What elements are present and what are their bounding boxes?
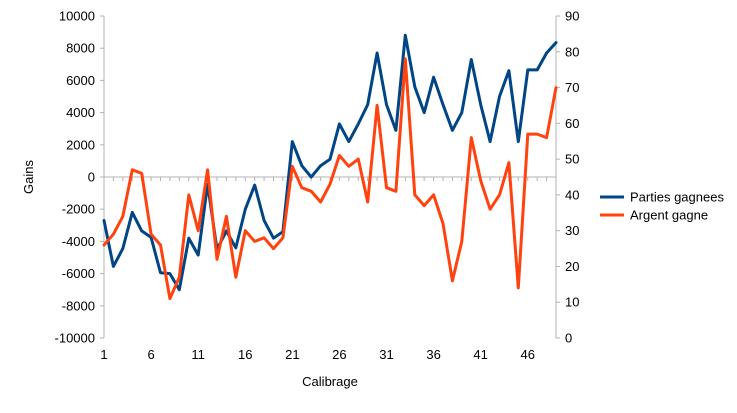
- y-left-tick-label: 2000: [66, 137, 95, 152]
- x-tick-label: 1: [100, 347, 107, 362]
- y-left-tick-label: 10000: [59, 9, 95, 24]
- x-tick-label: 6: [147, 347, 154, 362]
- legend-label: Parties gagnees: [630, 190, 724, 205]
- x-tick-label: 16: [238, 347, 252, 362]
- y-left-tick-label: 4000: [66, 105, 95, 120]
- y-right-tick-label: 60: [565, 116, 579, 131]
- x-tick-label: 36: [426, 347, 440, 362]
- y-right-tick-label: 30: [565, 223, 579, 238]
- y-left-tick-label: -10000: [55, 331, 95, 346]
- y-left-tick-label: 0: [88, 170, 95, 185]
- y-left-tick-label: 8000: [66, 41, 95, 56]
- x-tick-label: 26: [332, 347, 346, 362]
- y-right-tick-label: 90: [565, 9, 579, 24]
- y-right-tick-label: 10: [565, 295, 579, 310]
- y-right-tick-label: 20: [565, 259, 579, 274]
- series-layer: [104, 35, 556, 298]
- y-left-tick-label: 6000: [66, 73, 95, 88]
- y-left-tick-label: -6000: [62, 266, 95, 281]
- x-tick-label: 41: [473, 347, 487, 362]
- x-tick-label: 31: [379, 347, 393, 362]
- y-right-tick-label: 80: [565, 44, 579, 59]
- series-line-parties-gagnees: [104, 35, 556, 289]
- y-right-tick-label: 70: [565, 80, 579, 95]
- y-axis-title: Gains: [21, 160, 36, 194]
- y-right-tick-label: 0: [565, 331, 572, 346]
- y-left-tick-label: -2000: [62, 202, 95, 217]
- y-right-tick-label: 50: [565, 152, 579, 167]
- x-tick-label: 21: [285, 347, 299, 362]
- y-left-tick-label: -4000: [62, 234, 95, 249]
- legend-label: Argent gagne: [630, 208, 708, 223]
- x-tick-label: 11: [191, 347, 205, 362]
- y-right-tick-label: 40: [565, 187, 579, 202]
- legend: Parties gagnees Argent gagne: [600, 190, 724, 223]
- x-tick-label: 46: [521, 347, 535, 362]
- x-axis-title: Calibrage: [302, 374, 358, 389]
- y-left-tick-label: -8000: [62, 298, 95, 313]
